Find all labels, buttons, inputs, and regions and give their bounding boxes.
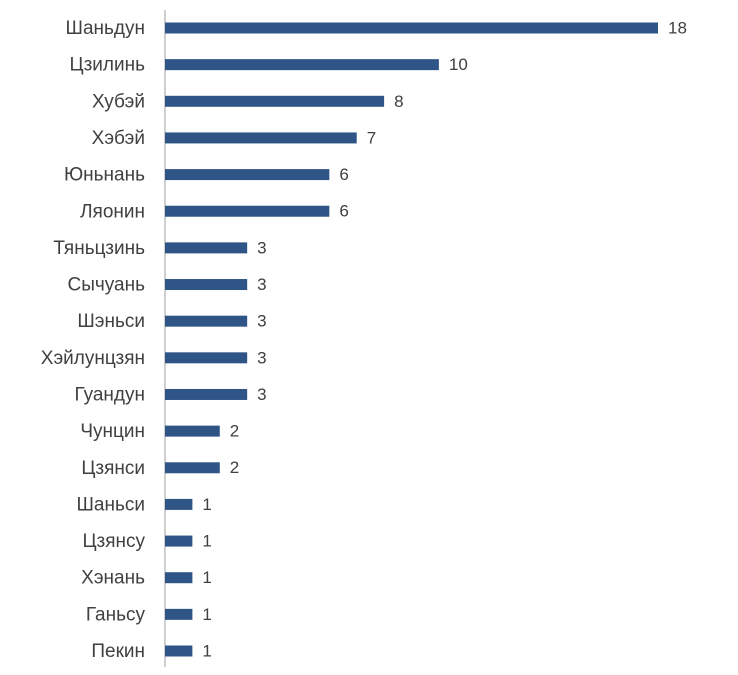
y-tick-label: Ляонин (80, 201, 145, 222)
bar (165, 608, 193, 620)
data-label: 6 (339, 165, 348, 184)
data-label: 1 (202, 568, 211, 587)
bar (165, 572, 193, 584)
bar (165, 498, 193, 510)
data-label: 18 (668, 18, 687, 37)
bar (165, 535, 193, 547)
data-label: 7 (367, 128, 376, 147)
y-tick-label: Чунцин (80, 421, 145, 442)
data-label: 2 (230, 422, 239, 441)
y-tick-label: Цзянсу (82, 531, 145, 552)
y-tick-label: Хэбэй (92, 128, 145, 149)
data-label: 1 (202, 641, 211, 660)
data-label: 3 (257, 385, 266, 404)
bar (165, 205, 330, 217)
data-label: 1 (202, 495, 211, 514)
bar (165, 169, 330, 181)
y-tick-label: Гуандун (75, 384, 145, 405)
y-tick-label: Ганьсу (86, 604, 146, 625)
data-label: 3 (257, 238, 266, 257)
data-label: 3 (257, 275, 266, 294)
data-label: 3 (257, 348, 266, 367)
y-tick-label: Шаньси (77, 494, 146, 515)
bar (165, 645, 193, 657)
y-tick-label: Шэньси (77, 311, 145, 332)
bar (165, 22, 658, 34)
y-tick-label: Цзянси (81, 458, 145, 479)
bar (165, 132, 357, 144)
data-label: 10 (449, 55, 468, 74)
y-tick-label: Хубэй (92, 91, 145, 112)
data-label: 2 (230, 458, 239, 477)
bar (165, 279, 248, 291)
bar (165, 95, 385, 107)
y-tick-label: Хэйлунцзян (41, 348, 145, 369)
bar (165, 315, 248, 327)
bar (165, 388, 248, 400)
y-tick-label: Сычуань (67, 275, 145, 296)
data-label: 1 (202, 532, 211, 551)
data-label: 8 (394, 92, 403, 111)
bar (165, 462, 220, 474)
y-tick-label: Пекин (91, 641, 145, 662)
data-label: 3 (257, 312, 266, 331)
bar (165, 352, 248, 364)
data-label: 6 (339, 202, 348, 221)
data-label: 1 (202, 605, 211, 624)
y-tick-label: Шаньдун (66, 18, 145, 39)
y-tick-label: Хэнань (81, 568, 145, 589)
y-tick-label: Юньнань (64, 165, 145, 186)
y-tick-label: Тяньцзинь (53, 238, 145, 259)
y-tick-label: Цзилинь (70, 55, 146, 76)
bar (165, 425, 220, 437)
bar (165, 242, 248, 254)
bar (165, 59, 439, 71)
